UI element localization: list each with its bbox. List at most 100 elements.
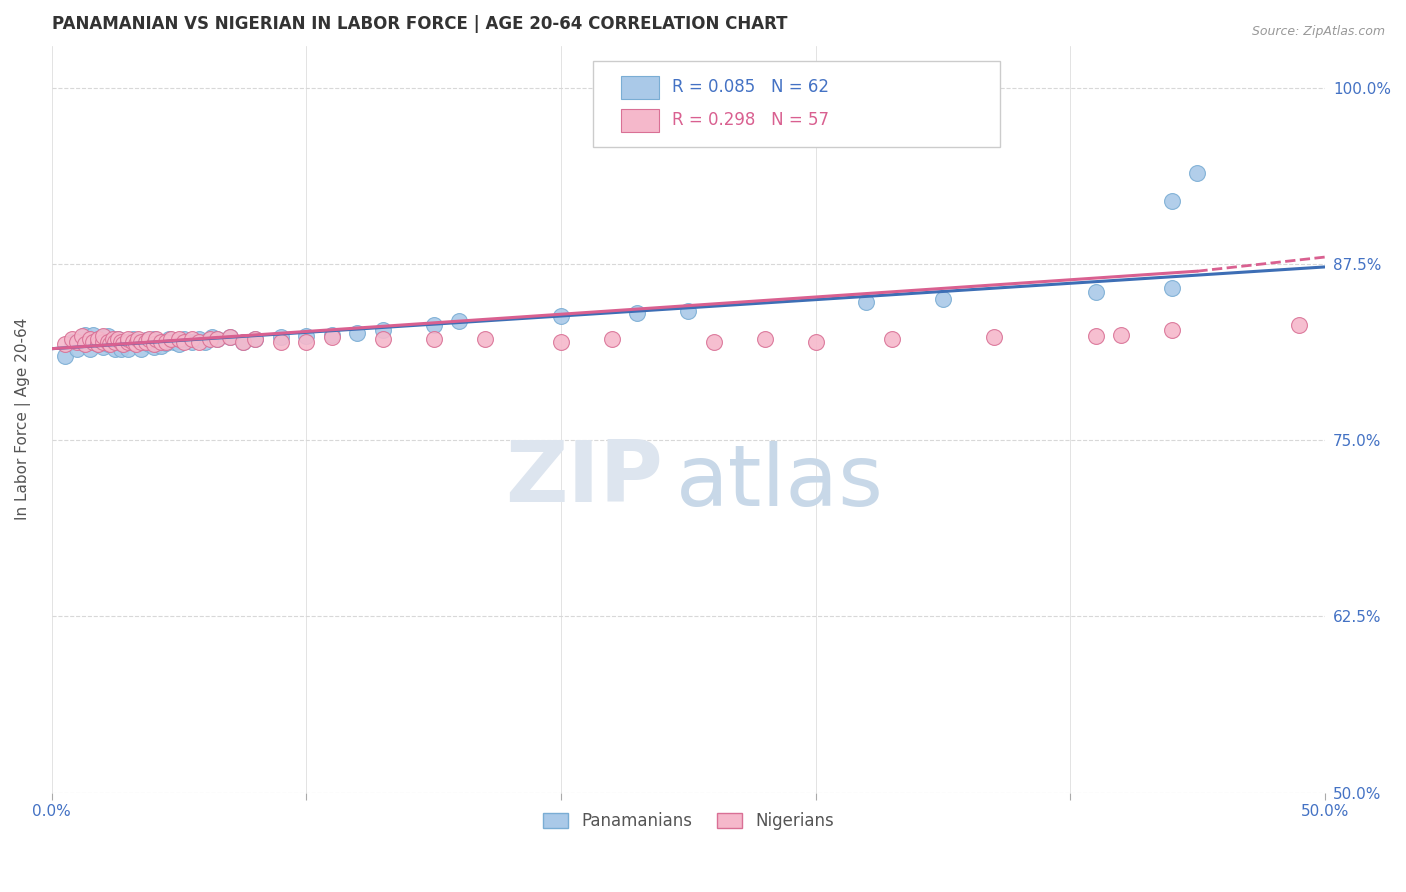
Point bbox=[122, 332, 145, 346]
Point bbox=[474, 332, 496, 346]
Point bbox=[270, 330, 292, 344]
Point bbox=[703, 334, 725, 349]
Text: R = 0.298   N = 57: R = 0.298 N = 57 bbox=[672, 112, 828, 129]
Point bbox=[1288, 318, 1310, 332]
Point bbox=[295, 334, 318, 349]
Point bbox=[66, 342, 89, 356]
Point bbox=[60, 334, 83, 349]
Point bbox=[232, 334, 254, 349]
Point bbox=[371, 332, 394, 346]
Point bbox=[754, 332, 776, 346]
Point bbox=[207, 332, 229, 346]
Point bbox=[1161, 194, 1184, 208]
Point bbox=[66, 334, 89, 349]
Point bbox=[117, 332, 139, 346]
Y-axis label: In Labor Force | Age 20-64: In Labor Force | Age 20-64 bbox=[15, 318, 31, 520]
Point bbox=[53, 349, 76, 363]
Point bbox=[107, 332, 129, 346]
Point bbox=[207, 332, 229, 346]
Point bbox=[112, 334, 135, 349]
Point bbox=[97, 334, 120, 349]
Point bbox=[160, 332, 183, 346]
Point bbox=[125, 337, 148, 351]
Point bbox=[1084, 285, 1107, 300]
Point bbox=[97, 337, 120, 351]
Point bbox=[219, 330, 242, 344]
Point bbox=[449, 313, 471, 327]
Point bbox=[219, 330, 242, 344]
Point bbox=[117, 342, 139, 356]
Point bbox=[1161, 281, 1184, 295]
Point bbox=[112, 337, 135, 351]
Point bbox=[142, 332, 165, 346]
Point bbox=[53, 337, 76, 351]
Point bbox=[270, 334, 292, 349]
Point bbox=[855, 295, 877, 310]
Point bbox=[295, 329, 318, 343]
Point bbox=[72, 334, 94, 349]
Text: R = 0.085   N = 62: R = 0.085 N = 62 bbox=[672, 78, 828, 96]
Point bbox=[188, 334, 211, 349]
Point bbox=[983, 330, 1005, 344]
Point bbox=[110, 334, 132, 349]
Point bbox=[232, 334, 254, 349]
Point bbox=[932, 293, 955, 307]
Point bbox=[600, 332, 623, 346]
Point bbox=[167, 332, 190, 346]
Point bbox=[550, 334, 572, 349]
Point bbox=[163, 334, 186, 349]
Point bbox=[110, 342, 132, 356]
Point bbox=[155, 336, 177, 351]
Point bbox=[1187, 165, 1209, 179]
Point bbox=[188, 332, 211, 346]
Point bbox=[180, 332, 202, 346]
Text: ZIP: ZIP bbox=[505, 437, 662, 520]
Point bbox=[173, 332, 195, 346]
Point bbox=[422, 318, 444, 332]
Point bbox=[142, 337, 165, 351]
Point bbox=[82, 327, 104, 342]
Point bbox=[371, 323, 394, 337]
Point bbox=[422, 332, 444, 346]
Point bbox=[145, 332, 167, 346]
Point bbox=[157, 332, 180, 346]
Point bbox=[91, 334, 114, 349]
Point bbox=[82, 334, 104, 349]
Point bbox=[626, 306, 648, 320]
Point bbox=[117, 334, 139, 349]
Point bbox=[79, 332, 101, 346]
Point bbox=[678, 303, 700, 318]
Point bbox=[91, 330, 114, 344]
Point bbox=[129, 342, 152, 356]
Text: Source: ZipAtlas.com: Source: ZipAtlas.com bbox=[1251, 25, 1385, 38]
Point bbox=[86, 337, 108, 351]
Text: PANAMANIAN VS NIGERIAN IN LABOR FORCE | AGE 20-64 CORRELATION CHART: PANAMANIAN VS NIGERIAN IN LABOR FORCE | … bbox=[52, 15, 787, 33]
Point bbox=[167, 337, 190, 351]
Point bbox=[104, 334, 127, 349]
Point bbox=[201, 330, 224, 344]
Point bbox=[101, 334, 124, 349]
Point bbox=[129, 334, 152, 349]
Point bbox=[550, 310, 572, 324]
Point bbox=[142, 340, 165, 354]
Point bbox=[245, 332, 267, 346]
Point bbox=[155, 334, 177, 349]
Point bbox=[112, 337, 135, 351]
Point bbox=[1084, 329, 1107, 343]
Point bbox=[346, 326, 368, 341]
Point bbox=[135, 333, 157, 347]
Point bbox=[97, 329, 120, 343]
Point bbox=[138, 337, 160, 351]
Point bbox=[73, 327, 96, 342]
Legend: Panamanians, Nigerians: Panamanians, Nigerians bbox=[536, 805, 841, 837]
Point bbox=[150, 339, 173, 353]
Point bbox=[79, 342, 101, 356]
Point bbox=[72, 329, 94, 343]
Point bbox=[180, 334, 202, 349]
Point bbox=[880, 332, 903, 346]
Point bbox=[198, 332, 221, 346]
FancyBboxPatch shape bbox=[593, 61, 1000, 146]
Point bbox=[100, 337, 122, 351]
Point bbox=[804, 334, 827, 349]
Point bbox=[150, 334, 173, 349]
